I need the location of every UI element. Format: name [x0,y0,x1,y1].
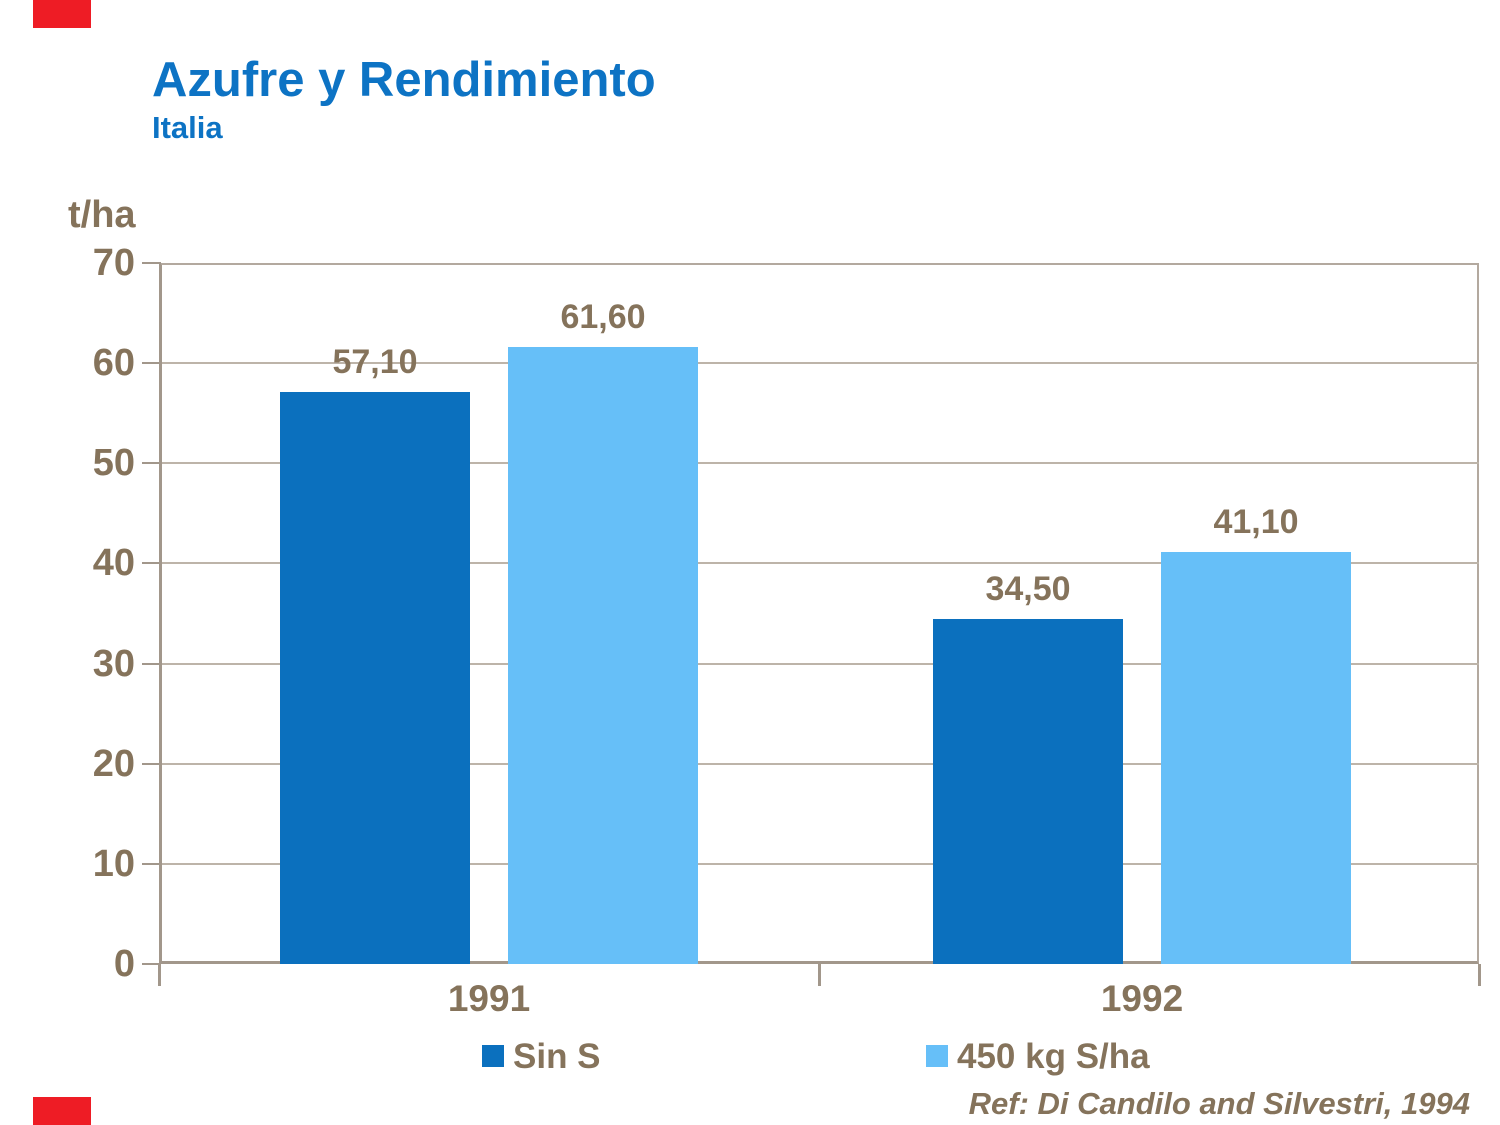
legend-entry-450-kg-s/ha: 450 kg S/ha [926,1038,1150,1074]
y-tick-label-0: 0 [113,943,135,985]
legend-label-1: 450 kg S/ha [957,1036,1150,1076]
value-label-1991-0: 57,10 [332,343,418,382]
y-tick-10 [142,862,161,865]
page-subtitle: Italia [152,110,223,145]
y-tick-label-50: 50 [92,442,135,485]
gridline-30 [162,662,1479,665]
y-tick-label-60: 60 [92,342,135,385]
value-label-1992-1: 41,10 [1213,503,1299,542]
y-tick-label-10: 10 [92,842,135,885]
y-tick-label-20: 20 [92,742,135,785]
bar-sin-s-1992 [933,618,1123,964]
reference-text: Ref: Di Candilo and Silvestri, 1994 [968,1086,1470,1121]
y-tick-label-30: 30 [92,642,135,685]
y-tick-label-70: 70 [92,242,135,284]
y-tick-60 [142,362,161,365]
x-category-label-1992: 1992 [1100,978,1184,1019]
gridline-40 [162,562,1479,565]
legend-swatch-1 [926,1045,948,1067]
y-tick-50 [142,462,161,465]
value-label-1991-1: 61,60 [560,298,646,337]
y-tick-70 [142,262,161,264]
bar-450-kg-s/ha-1991 [508,347,698,964]
legend-swatch-0 [482,1045,504,1067]
y-axis-unit-label: t/ha [68,194,136,236]
y-tick-label-40: 40 [92,542,135,585]
x-tick-0 [157,964,161,986]
value-label-1992-0: 34,50 [985,569,1071,608]
red-accent-bar-top [33,0,91,28]
page-title: Azufre y Rendimiento [152,53,656,107]
x-category-label-1991: 1991 [447,978,531,1019]
y-tick-0 [142,963,161,965]
gridline-10 [162,862,1479,865]
gridline-50 [162,462,1479,465]
bar-450-kg-s/ha-1992 [1161,552,1351,964]
x-tick-2 [1477,964,1481,986]
gridline-60 [162,362,1479,365]
y-tick-20 [142,762,161,765]
legend-entry-sin-s: Sin S [482,1038,601,1074]
y-tick-30 [142,662,161,665]
legend-label-0: Sin S [513,1036,601,1076]
gridline-20 [162,762,1479,765]
x-tick-1 [817,964,821,986]
y-tick-40 [142,562,161,565]
red-accent-bar-bottom [33,1097,91,1125]
bar-sin-s-1991 [280,392,470,964]
